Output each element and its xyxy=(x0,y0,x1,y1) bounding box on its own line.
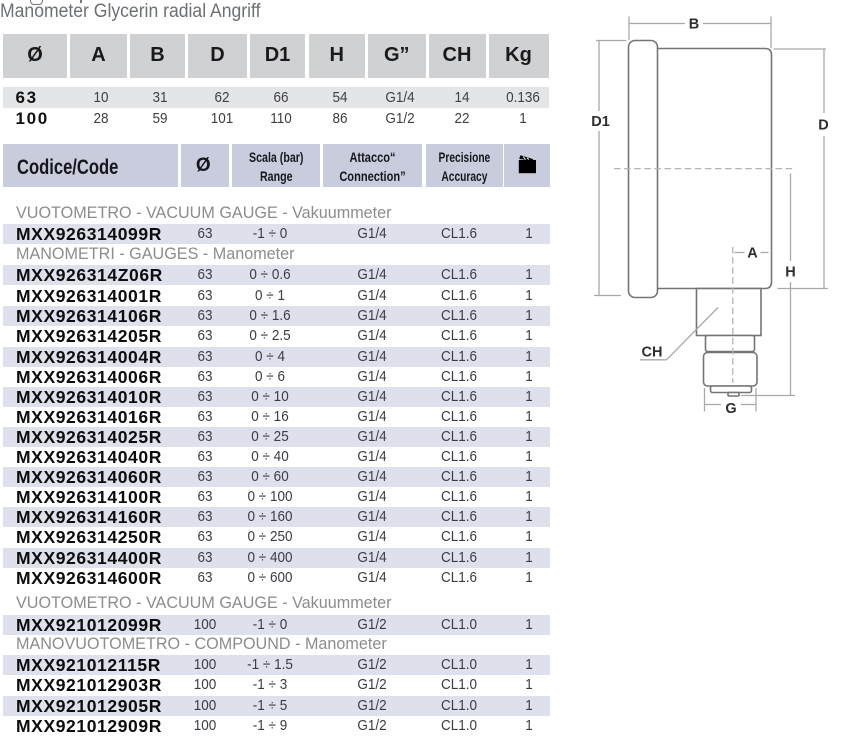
svg-text:A: A xyxy=(747,246,758,262)
svg-text:D1: D1 xyxy=(591,114,610,130)
svg-text:D: D xyxy=(818,118,828,134)
svg-text:H: H xyxy=(785,265,795,281)
svg-text:G: G xyxy=(725,401,736,417)
svg-text:CH: CH xyxy=(642,345,663,361)
svg-text:B: B xyxy=(689,17,699,33)
